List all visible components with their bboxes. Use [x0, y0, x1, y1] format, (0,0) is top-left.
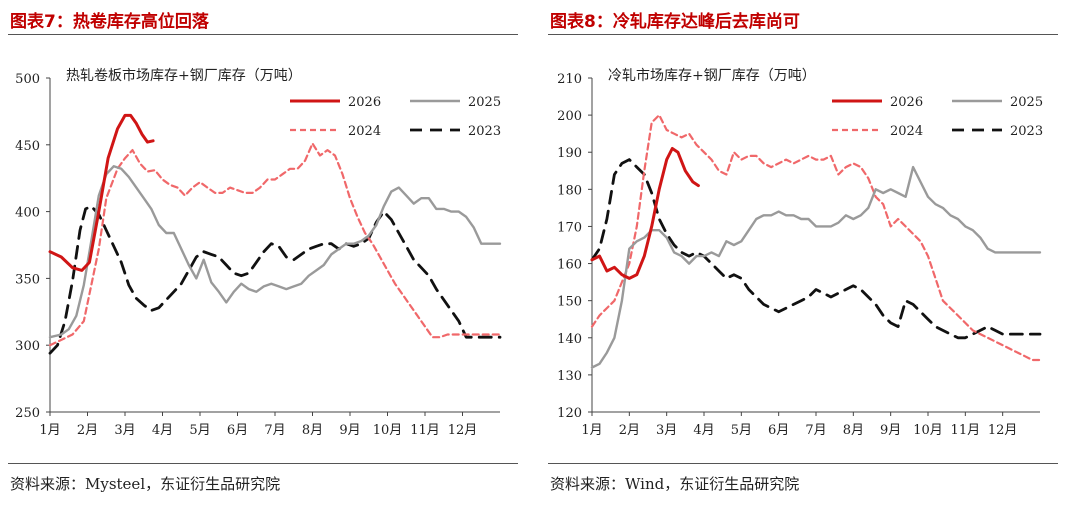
x-tick-label: 4月 — [693, 423, 714, 438]
legend-label-2026: 2026 — [348, 95, 381, 110]
x-tick-label: 1月 — [581, 423, 602, 438]
x-tick-label: 2月 — [77, 423, 98, 438]
x-tick-label: 3月 — [656, 423, 677, 438]
y-tick-label: 500 — [15, 72, 40, 87]
x-tick-label: 11月 — [410, 423, 440, 438]
legend-label-2023: 2023 — [1010, 124, 1043, 139]
y-tick-label: 120 — [557, 406, 582, 421]
x-tick-label: 3月 — [114, 423, 135, 438]
x-tick-label: 12月 — [988, 423, 1018, 438]
source-rule — [8, 463, 518, 464]
chart-title: 热轧卷板市场库存+钢厂库存（万吨） — [66, 67, 302, 84]
source-note: 资料来源：Mysteel，东证衍生品研究院 — [10, 475, 281, 493]
y-tick-label: 250 — [15, 406, 40, 421]
legend-label-2025: 2025 — [468, 95, 501, 110]
y-tick-label: 400 — [15, 206, 40, 221]
cold-rolled-inventory-chart: 120 130 140 150 160 170 180 190 200 210 1月 2月 3月 4月 5月… — [557, 67, 1043, 438]
x-tick-label: 6月 — [768, 423, 789, 438]
y-tick-label: 450 — [15, 139, 40, 154]
x-tick-label: 5月 — [731, 423, 752, 438]
x-tick-label: 1月 — [39, 423, 60, 438]
x-tick-label: 4月 — [152, 423, 173, 438]
series-line-2026 — [48, 113, 155, 272]
series-line-2026 — [590, 147, 700, 280]
x-tick-label: 10月 — [373, 423, 403, 438]
legend-label-2024: 2024 — [348, 124, 381, 139]
chart-panel-cold-rolled: 图表8：冷轧库存达峰后去库尚可 120 130 140 150 160 170 180 190… — [540, 0, 1070, 510]
x-tick-label: 7月 — [805, 423, 826, 438]
y-tick-label: 190 — [557, 146, 582, 161]
title-rule — [548, 34, 1058, 35]
series-line-2024 — [590, 113, 1042, 362]
y-tick-label: 140 — [557, 332, 582, 347]
legend-label-2025: 2025 — [1010, 95, 1043, 110]
hot-rolled-inventory-chart: 250 300 350 400 450 500 1月 2月 3月 4月 5月 6月 7月 8月 9月 10月 1… — [15, 67, 502, 438]
source-rule — [548, 463, 1058, 464]
x-tick-label: 11月 — [951, 423, 981, 438]
series-line-2023 — [48, 204, 502, 355]
x-tick-label: 12月 — [448, 423, 478, 438]
series-line-2023 — [590, 158, 1042, 340]
y-tick-label: 300 — [15, 339, 40, 354]
y-tick-label: 200 — [557, 109, 582, 124]
figure-title: 图表7：热卷库存高位回落 — [10, 12, 209, 32]
y-tick-label: 170 — [557, 220, 582, 235]
y-tick-label: 130 — [557, 369, 582, 384]
x-tick-label: 10月 — [913, 423, 943, 438]
x-tick-label: 8月 — [843, 423, 864, 438]
y-tick-label: 180 — [557, 183, 582, 198]
x-tick-label: 9月 — [339, 423, 360, 438]
x-tick-label: 7月 — [264, 423, 285, 438]
series-line-2025 — [590, 165, 1042, 369]
series-line-2025 — [48, 164, 502, 339]
y-tick-label: 160 — [557, 258, 582, 273]
title-rule — [8, 34, 518, 35]
x-tick-label: 6月 — [227, 423, 248, 438]
chart-title: 冷轧市场库存+钢厂库存（万吨） — [608, 67, 816, 84]
figure-title: 图表8：冷轧库存达峰后去库尚可 — [550, 12, 800, 32]
legend-label-2024: 2024 — [890, 124, 923, 139]
x-tick-label: 9月 — [880, 423, 901, 438]
legend-label-2026: 2026 — [890, 95, 923, 110]
series-line-2024 — [48, 142, 502, 347]
source-note: 资料来源：Wind，东证衍生品研究院 — [550, 475, 800, 493]
x-tick-label: 5月 — [189, 423, 210, 438]
legend-label-2023: 2023 — [468, 124, 501, 139]
x-tick-label: 8月 — [302, 423, 323, 438]
x-tick-label: 2月 — [619, 423, 640, 438]
chart-panel-hot-rolled: 图表7：热卷库存高位回落 250 300 350 400 450 500 1月 2月 3月 4月 5… — [0, 0, 530, 510]
y-tick-label: 150 — [557, 295, 582, 310]
y-tick-label: 350 — [15, 272, 40, 287]
y-tick-label: 210 — [557, 72, 582, 87]
